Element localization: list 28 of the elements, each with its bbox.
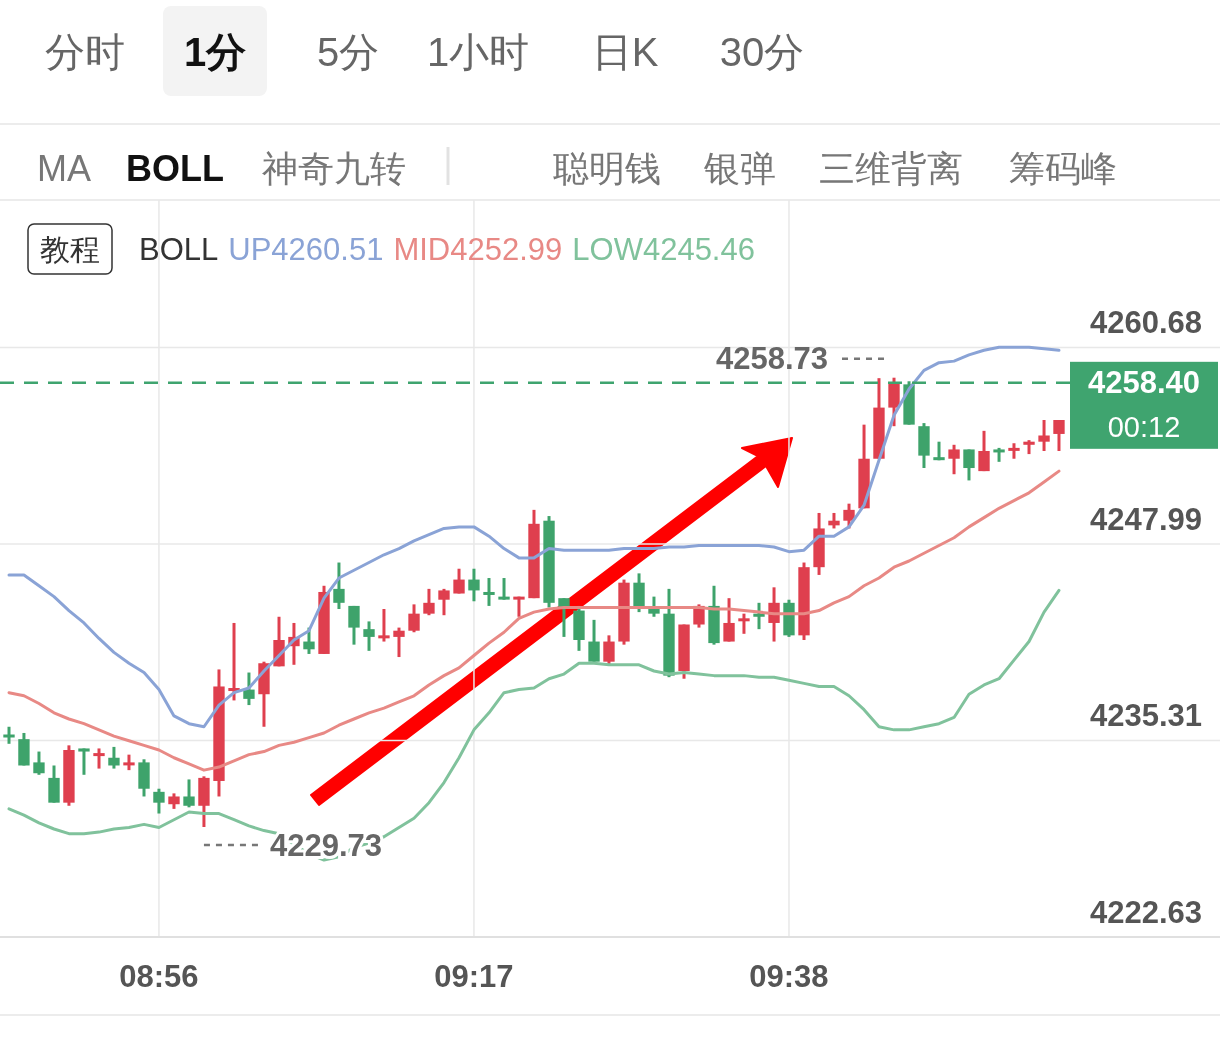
annotation: MID4252.99 [393, 231, 563, 267]
annotation: 4258.73 [715, 341, 829, 377]
y-tick-label: 4235.31 [1089, 698, 1202, 734]
y-tick-label: 4260.68 [1089, 304, 1202, 340]
x-tick-label: 08:56 [119, 958, 199, 994]
text: BOLL [126, 147, 224, 189]
annotation: 00:12 [1107, 410, 1181, 443]
text: 分时 [45, 30, 125, 74]
text: 聪明钱 [553, 147, 661, 189]
annotation: UP4260.51 [228, 231, 384, 267]
x-tick-label: 09:17 [434, 958, 514, 994]
text: 1分 [183, 30, 247, 74]
text: 银弹 [703, 147, 776, 189]
text: 筹码峰 [1009, 147, 1117, 189]
x-tick-label: 09:38 [749, 958, 829, 994]
annotation: BOLL [139, 231, 219, 267]
text: 日K [591, 30, 659, 74]
text: 1小时 [426, 30, 530, 74]
y-tick-label: 4247.99 [1089, 501, 1202, 537]
text: 三维背离 [819, 147, 963, 189]
annotation: 教程 [40, 232, 100, 266]
text: 神奇九转 [262, 147, 406, 189]
annotation: LOW4245.46 [572, 231, 755, 267]
text: 5分 [316, 30, 380, 74]
ref-line-label: 4258.40 [1087, 365, 1201, 401]
text: MA [37, 147, 91, 189]
text: 30分 [719, 30, 805, 74]
y-tick-label: 4222.63 [1089, 894, 1202, 930]
